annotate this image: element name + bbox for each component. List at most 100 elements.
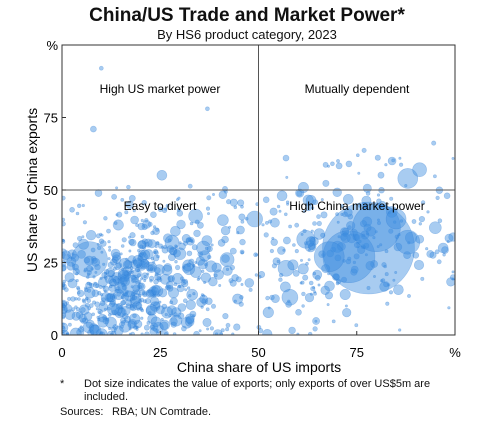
data-point — [152, 286, 156, 291]
data-point — [294, 222, 300, 228]
data-point — [137, 281, 141, 285]
data-point — [83, 311, 93, 321]
data-point — [426, 250, 435, 258]
data-point — [387, 283, 391, 287]
data-point — [148, 286, 159, 298]
data-point — [181, 325, 187, 332]
data-point — [283, 212, 288, 217]
data-point — [159, 273, 171, 285]
data-point — [310, 286, 316, 292]
data-point — [189, 310, 197, 318]
data-point — [312, 221, 317, 226]
x-axis-label: China share of US imports — [177, 359, 341, 375]
data-point — [137, 273, 142, 278]
data-point — [150, 316, 162, 328]
data-point — [201, 269, 205, 273]
data-point — [121, 237, 127, 243]
data-point — [145, 288, 156, 299]
data-point — [125, 291, 129, 295]
data-point — [300, 280, 305, 285]
data-point — [162, 259, 166, 263]
data-point — [353, 233, 361, 242]
data-point — [105, 316, 117, 329]
data-point — [161, 306, 174, 319]
data-point — [76, 328, 85, 335]
data-point — [379, 281, 390, 292]
data-point — [70, 296, 76, 302]
data-point — [140, 277, 144, 281]
data-point — [62, 282, 66, 287]
data-point — [131, 296, 136, 301]
data-point — [83, 267, 88, 272]
data-point — [62, 221, 66, 227]
data-point — [299, 281, 303, 285]
data-point — [109, 295, 114, 300]
data-point — [141, 238, 148, 245]
data-point — [206, 245, 213, 252]
data-point — [403, 251, 411, 259]
data-point — [141, 200, 147, 206]
data-point — [219, 332, 223, 335]
data-point — [98, 331, 104, 335]
data-point — [115, 262, 123, 269]
data-point — [308, 280, 314, 286]
data-point — [81, 317, 89, 324]
data-point — [142, 260, 147, 265]
data-point — [149, 322, 159, 331]
data-point — [309, 292, 313, 296]
data-point — [122, 312, 129, 320]
data-point — [385, 206, 398, 218]
data-point — [154, 245, 158, 249]
data-point — [337, 235, 341, 239]
data-point — [344, 304, 348, 308]
data-point — [271, 236, 275, 240]
data-point — [332, 273, 340, 281]
data-point — [352, 260, 357, 265]
data-point — [123, 315, 132, 324]
data-point — [107, 330, 114, 335]
data-point — [117, 270, 130, 282]
data-point — [176, 208, 181, 212]
data-point — [304, 293, 315, 303]
data-point — [164, 285, 170, 290]
data-point — [364, 253, 368, 257]
data-point — [100, 240, 107, 247]
data-point — [153, 250, 159, 256]
data-point — [307, 248, 311, 252]
data-point — [62, 322, 65, 326]
data-point — [62, 279, 67, 284]
data-point — [189, 238, 194, 243]
data-point — [213, 273, 218, 278]
data-point — [176, 219, 186, 230]
data-point — [172, 332, 177, 335]
data-point — [184, 288, 188, 292]
data-point — [133, 258, 143, 268]
data-point — [158, 243, 164, 249]
data-point — [146, 261, 150, 265]
data-point — [137, 282, 146, 291]
x-tick-label: 0 — [58, 345, 65, 360]
data-point — [185, 237, 191, 243]
data-point — [96, 242, 100, 246]
data-point — [72, 268, 80, 276]
data-point — [172, 249, 181, 258]
data-point — [205, 307, 210, 312]
data-point — [225, 322, 231, 328]
data-point — [160, 317, 164, 322]
data-point — [132, 268, 142, 279]
data-point — [88, 323, 100, 334]
data-point — [62, 248, 67, 257]
data-point — [65, 332, 69, 335]
data-point — [287, 299, 291, 303]
data-point — [380, 279, 384, 283]
data-point — [282, 248, 286, 252]
data-point — [103, 271, 108, 276]
data-point — [305, 194, 317, 206]
data-point — [66, 261, 76, 271]
axis-ticks: 0 25 50 75 % 0 25 50 75% — [44, 38, 462, 360]
data-point — [287, 259, 299, 271]
data-point — [333, 273, 340, 281]
data-point — [125, 299, 133, 307]
data-point — [155, 241, 160, 246]
data-point — [174, 244, 178, 248]
